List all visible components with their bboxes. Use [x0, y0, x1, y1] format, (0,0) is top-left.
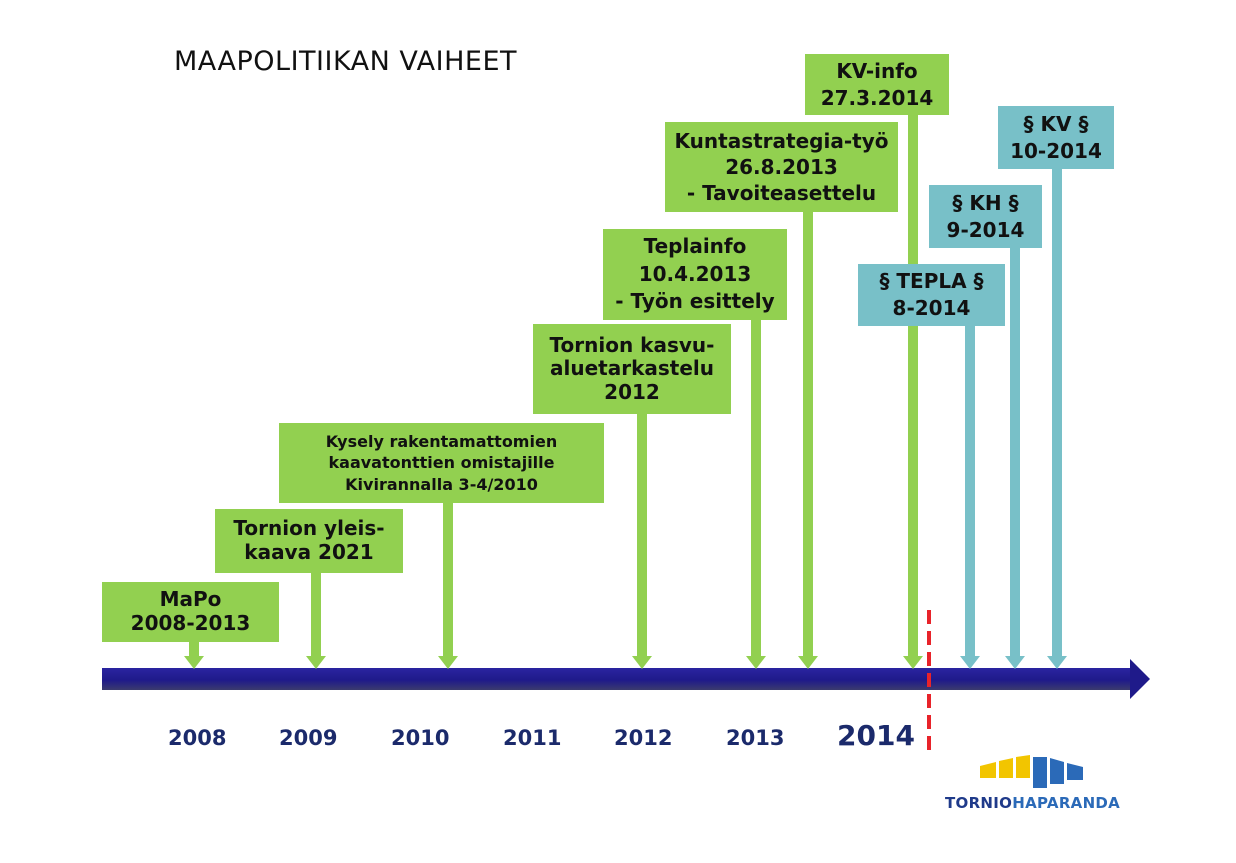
tornio-haparanda-logo: TORNIOHAPARANDA [945, 794, 1120, 812]
year-label-2014: 2014 [837, 719, 915, 752]
event-line: aluetarkastelu [550, 356, 714, 381]
logo-text-haparanda: HAPARANDA [1012, 794, 1121, 812]
event-box-kysely: Kysely rakentamattomien kaavatonttien om… [279, 423, 604, 503]
connector-kasvualue [637, 414, 647, 658]
connector-mapo [189, 642, 199, 658]
arrow-kv [1047, 656, 1067, 669]
event-box-yleiskaava: Tornion yleis- kaava 2021 [215, 509, 403, 573]
arrow-kh [1005, 656, 1025, 669]
arrow-kasvualue [632, 656, 652, 669]
event-line: 10-2014 [1010, 138, 1102, 163]
event-line: - Työn esittely [615, 289, 775, 314]
event-line: Teplainfo [643, 234, 747, 259]
arrow-teplainfo [746, 656, 766, 669]
event-line: 2012 [604, 379, 660, 404]
event-line: 9-2014 [946, 217, 1025, 242]
connector-kv [1052, 169, 1062, 658]
event-line: Kuntastrategia-työ [674, 129, 889, 153]
connector-tepla [965, 326, 975, 658]
event-line: 10.4.2013 [638, 261, 752, 286]
tornio-haparanda-logo-mark [980, 755, 1083, 788]
connector-kysely [443, 503, 453, 658]
event-box-kvinfo: KV-info 27.3.2014 [805, 54, 949, 115]
arrow-kysely [438, 656, 458, 669]
logo-text-tornio: TORNIO [945, 794, 1013, 812]
event-box-kh: § KH § 9-2014 [929, 185, 1042, 248]
year-label-2010: 2010 [391, 726, 450, 750]
event-line: MaPo [159, 587, 222, 612]
connector-kuntastrategia [803, 212, 813, 658]
event-box-teplainfo: Teplainfo 10.4.2013 - Työn esittely [603, 229, 787, 320]
timeline-axis [102, 668, 1132, 690]
arrow-kuntastrategia [798, 656, 818, 669]
event-line: 8-2014 [892, 296, 971, 320]
event-box-kuntastrategia: Kuntastrategia-työ 26.8.2013 - Tavoiteas… [665, 122, 898, 212]
event-box-kasvualue: Tornion kasvu- aluetarkastelu 2012 [533, 324, 731, 414]
event-line: 2008-2013 [130, 611, 251, 635]
event-line: KV-info [836, 58, 918, 83]
event-line: - Tavoiteasettelu [686, 181, 877, 205]
connector-yleiskaava [311, 573, 321, 658]
event-line: § TEPLA § [879, 269, 984, 293]
event-line: Kysely rakentamattomien [325, 432, 558, 452]
event-box-tepla: § TEPLA § 8-2014 [858, 264, 1005, 326]
event-line: § KH § [952, 190, 1019, 215]
event-line: Tornion yleis- [233, 516, 385, 541]
arrow-mapo [184, 656, 204, 669]
event-line: § KV § [1023, 111, 1089, 136]
event-box-mapo: MaPo 2008-2013 [102, 582, 279, 642]
event-line: Kivirannalla 3-4/2010 [345, 474, 538, 494]
year-label-2008: 2008 [168, 726, 227, 750]
event-box-kv: § KV § 10-2014 [998, 106, 1114, 169]
event-line: kaava 2021 [244, 540, 374, 564]
connector-teplainfo [751, 320, 761, 658]
arrow-yleiskaava [306, 656, 326, 669]
year-label-2009: 2009 [279, 726, 338, 750]
connector-kvinfo [908, 115, 918, 658]
event-line: Tornion kasvu- [549, 332, 715, 357]
event-line: 26.8.2013 [725, 155, 838, 179]
event-line: kaavatonttien omistajille [328, 453, 555, 473]
year-label-2012: 2012 [614, 726, 673, 750]
timeline-arrow-head [1130, 659, 1150, 699]
page-title: MAAPOLITIIKAN VAIHEET [174, 46, 518, 77]
year-label-2013: 2013 [726, 726, 785, 750]
arrow-kvinfo [903, 656, 923, 669]
event-line: 27.3.2014 [820, 85, 934, 110]
arrow-tepla [960, 656, 980, 669]
year-label-2011: 2011 [503, 726, 562, 750]
connector-kh [1010, 248, 1020, 658]
